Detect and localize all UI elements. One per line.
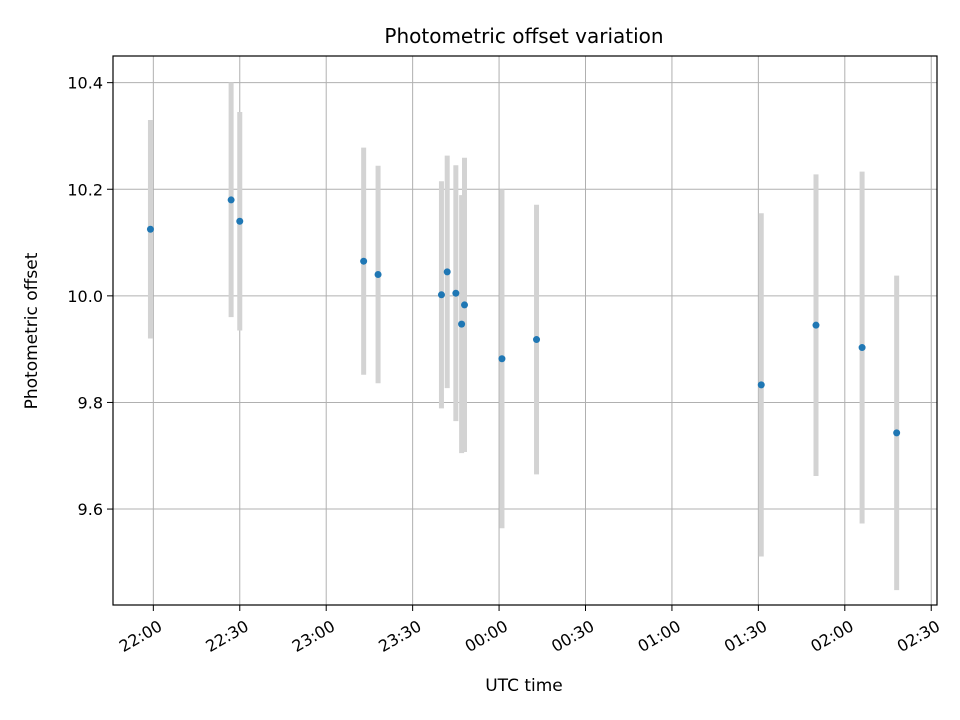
data-point	[757, 381, 765, 389]
y-axis-ticks: 9.6 9.8 10.0 10.2 10.4	[67, 74, 113, 519]
y-tick-label: 9.8	[78, 393, 103, 412]
data-point	[893, 429, 901, 437]
y-tick-label: 9.6	[78, 500, 103, 519]
data-point	[498, 355, 506, 363]
y-tick-label: 10.0	[67, 287, 103, 306]
data-points	[146, 196, 901, 437]
chart-title: Photometric offset variation	[384, 24, 663, 48]
data-point	[437, 291, 445, 299]
x-axis-label: UTC time	[485, 676, 563, 696]
data-point	[443, 268, 451, 276]
grid	[113, 56, 937, 605]
data-point	[146, 225, 154, 233]
data-point	[360, 257, 368, 265]
data-point	[227, 196, 235, 204]
y-tick-label: 10.2	[67, 180, 103, 199]
plot-frame	[112, 55, 938, 606]
data-point	[460, 301, 468, 309]
data-point	[374, 271, 382, 279]
data-point	[452, 289, 460, 297]
y-tick-label: 10.4	[67, 74, 103, 93]
data-point	[236, 217, 244, 225]
data-point	[858, 344, 866, 352]
data-point	[533, 336, 541, 344]
data-point	[458, 320, 466, 328]
data-point	[812, 321, 820, 329]
y-axis-label: Photometric offset	[22, 252, 42, 409]
